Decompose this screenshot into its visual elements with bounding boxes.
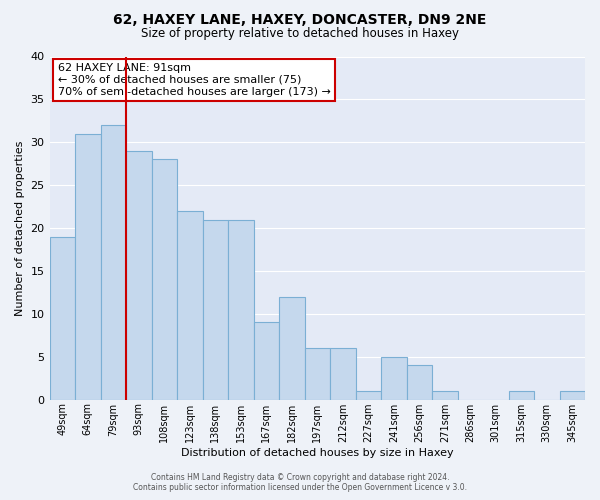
Bar (381, 357, 407, 400)
Bar (509, 391, 534, 400)
Bar (228, 220, 254, 400)
Bar (177, 211, 203, 400)
Bar (101, 125, 126, 400)
Bar (50, 236, 75, 400)
Text: Size of property relative to detached houses in Haxey: Size of property relative to detached ho… (141, 28, 459, 40)
Bar (203, 220, 228, 400)
Bar (75, 134, 101, 400)
Bar (305, 348, 330, 400)
Bar (432, 391, 458, 400)
Bar (254, 322, 279, 400)
Text: 62, HAXEY LANE, HAXEY, DONCASTER, DN9 2NE: 62, HAXEY LANE, HAXEY, DONCASTER, DN9 2N… (113, 12, 487, 26)
Bar (330, 348, 356, 400)
Text: Contains HM Land Registry data © Crown copyright and database right 2024.
Contai: Contains HM Land Registry data © Crown c… (133, 473, 467, 492)
Bar (407, 366, 432, 400)
Bar (152, 160, 177, 400)
Bar (279, 296, 305, 400)
Y-axis label: Number of detached properties: Number of detached properties (15, 140, 25, 316)
X-axis label: Distribution of detached houses by size in Haxey: Distribution of detached houses by size … (181, 448, 454, 458)
Bar (560, 391, 585, 400)
Bar (356, 391, 381, 400)
Bar (126, 151, 152, 400)
Text: 62 HAXEY LANE: 91sqm
← 30% of detached houses are smaller (75)
70% of semi-detac: 62 HAXEY LANE: 91sqm ← 30% of detached h… (58, 64, 331, 96)
